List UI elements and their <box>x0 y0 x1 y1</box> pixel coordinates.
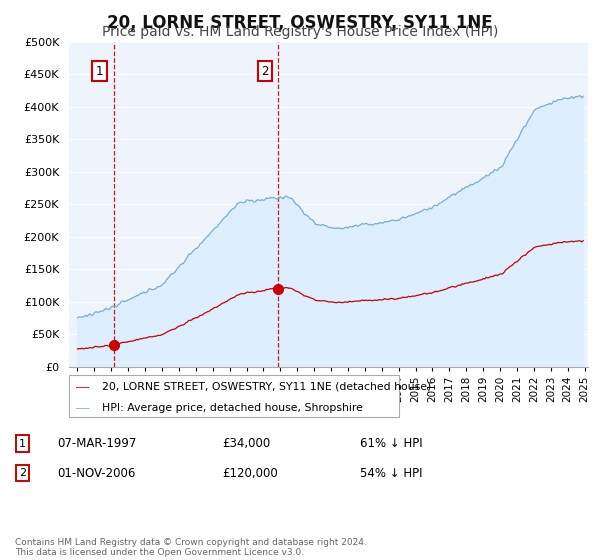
Text: HPI: Average price, detached house, Shropshire: HPI: Average price, detached house, Shro… <box>102 403 363 413</box>
Text: ——: —— <box>76 382 90 392</box>
Text: 20, LORNE STREET, OSWESTRY, SY11 1NE (detached house): 20, LORNE STREET, OSWESTRY, SY11 1NE (de… <box>102 382 431 392</box>
Text: 1: 1 <box>95 65 103 78</box>
Text: 07-MAR-1997: 07-MAR-1997 <box>57 437 136 450</box>
Text: 2: 2 <box>262 65 269 78</box>
Text: 61% ↓ HPI: 61% ↓ HPI <box>360 437 422 450</box>
Text: Contains HM Land Registry data © Crown copyright and database right 2024.
This d: Contains HM Land Registry data © Crown c… <box>15 538 367 557</box>
Text: £120,000: £120,000 <box>222 466 278 480</box>
Text: 20, LORNE STREET, OSWESTRY, SY11 1NE: 20, LORNE STREET, OSWESTRY, SY11 1NE <box>107 14 493 32</box>
Text: 01-NOV-2006: 01-NOV-2006 <box>57 466 136 480</box>
Text: 2: 2 <box>19 468 26 478</box>
Text: Price paid vs. HM Land Registry's House Price Index (HPI): Price paid vs. HM Land Registry's House … <box>102 25 498 39</box>
Text: ——: —— <box>76 403 90 413</box>
Text: 54% ↓ HPI: 54% ↓ HPI <box>360 466 422 480</box>
Text: 1: 1 <box>19 438 26 449</box>
Text: £34,000: £34,000 <box>222 437 270 450</box>
